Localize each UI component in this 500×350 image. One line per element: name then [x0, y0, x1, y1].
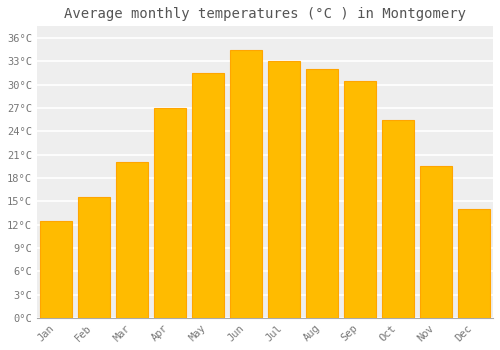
- Bar: [192, 73, 224, 318]
- Bar: [458, 209, 490, 318]
- Title: Average monthly temperatures (°C ) in Montgomery: Average monthly temperatures (°C ) in Mo…: [64, 7, 466, 21]
- Bar: [78, 197, 110, 318]
- Bar: [116, 162, 148, 318]
- Bar: [230, 50, 262, 318]
- Bar: [40, 220, 72, 318]
- Bar: [420, 166, 452, 318]
- Bar: [382, 120, 414, 318]
- Bar: [268, 61, 300, 318]
- Bar: [154, 108, 186, 318]
- Bar: [306, 69, 338, 318]
- Bar: [344, 81, 376, 318]
